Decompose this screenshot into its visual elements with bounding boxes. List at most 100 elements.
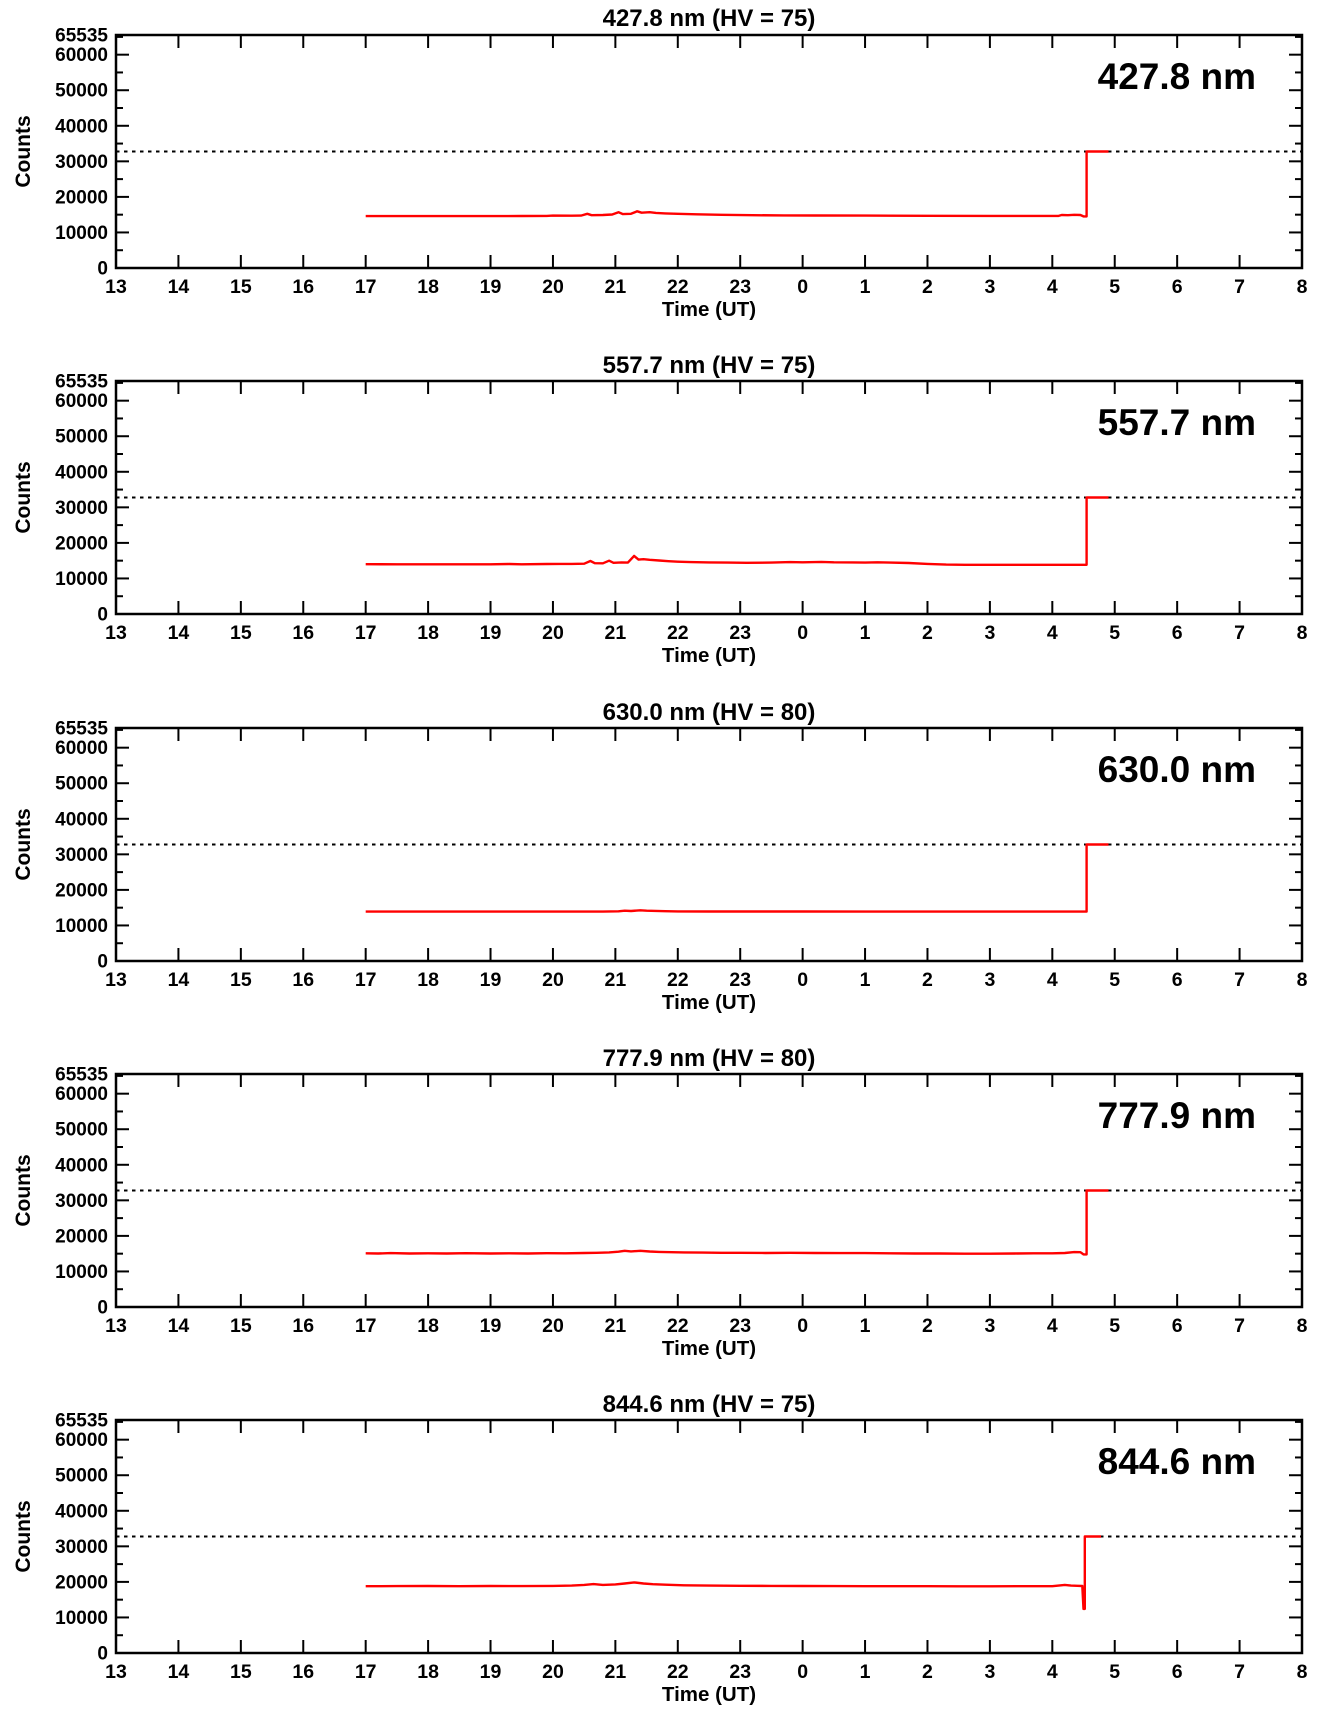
panel-plot: 13 14 15 16 17 18 19 20 21 22 23 0 1 2 3 4 5 6 7 8010000200… [12,1391,1308,1706]
wavelength-label: 427.8 nm [1098,56,1256,97]
x-tick-label: 15 [230,622,252,644]
x-tick-label: 20 [542,1661,564,1683]
x-tick-label: 23 [729,622,751,644]
x-tick-label: 6 [1172,969,1183,991]
x-tick-label: 23 [729,1315,751,1337]
x-tick-label: 21 [605,276,627,298]
x-tick-label: 18 [417,1315,439,1337]
y-tick-label: 20000 [55,1572,108,1593]
x-tick-label: 5 [1109,1315,1120,1337]
panel-title: 844.6 nm (HV = 75) [603,1391,816,1418]
x-tick-label: 1 [860,276,871,298]
y-tick-label: 0 [97,1644,108,1665]
y-axis-title: Counts [12,115,35,187]
x-tick-label: 23 [729,969,751,991]
y-tick-label: 20000 [55,1226,108,1247]
panel-plot: 13 14 15 16 17 18 19 20 21 22 23 0 1 2 3 4 5 6 7 8010000200… [12,1045,1308,1360]
x-tick-label: 3 [984,276,995,298]
x-axis-title: Time (UT) [662,298,756,321]
x-tick-label: 16 [292,622,314,644]
panel-title: 630.0 nm (HV = 80) [603,699,816,726]
x-tick-label: 13 [105,1661,127,1683]
x-tick-label: 3 [984,1315,995,1337]
x-tick-label: 8 [1297,276,1308,298]
x-tick-label: 14 [168,969,190,991]
axis-ticks [115,34,1303,269]
x-tick-label: 14 [168,276,190,298]
x-tick-label: 22 [667,1315,689,1337]
x-axis-title: Time (UT) [662,644,756,667]
x-tick-label: 0 [797,1661,808,1683]
y-tick-label: 50000 [55,1466,108,1487]
y-tick-label: 50000 [55,81,108,102]
x-tick-label: 22 [667,622,689,644]
x-tick-label: 1 [860,969,871,991]
x-tick-label: 15 [230,969,252,991]
panel-title: 557.7 nm (HV = 75) [603,352,816,379]
x-tick-label: 17 [355,1315,377,1337]
y-tick-label: 20000 [55,880,108,901]
wavelength-label: 630.0 nm [1098,749,1256,790]
counts-trace [365,1535,1101,1611]
x-tick-label: 20 [542,622,564,644]
y-axis-title: Counts [12,1154,35,1226]
x-tick-label: 5 [1109,276,1120,298]
x-tick-label: 0 [797,622,808,644]
counts-trace [365,1189,1109,1256]
x-tick-label: 17 [355,276,377,298]
x-tick-label: 6 [1172,1315,1183,1337]
x-tick-label: 6 [1172,1661,1183,1683]
x-tick-label: 18 [417,276,439,298]
y-tick-label: 0 [97,952,108,973]
x-tick-label: 20 [542,276,564,298]
x-tick-label: 6 [1172,276,1183,298]
x-tick-label: 4 [1047,276,1058,298]
panel-plot: 13 14 15 16 17 18 19 20 21 22 23 0 1 2 3 4 5 6 7 8010000200… [12,5,1308,321]
y-tick-label: 40000 [55,462,108,483]
x-tick-label: 8 [1297,1315,1308,1337]
wavelength-label: 777.9 nm [1098,1095,1256,1136]
x-tick-label: 19 [480,276,502,298]
y-tick-label: 40000 [55,1501,108,1522]
y-tick-label: 40000 [55,1155,108,1176]
x-tick-label: 13 [105,969,127,991]
x-tick-label: 4 [1047,1661,1058,1683]
x-tick-label: 4 [1047,969,1058,991]
y-tick-label: 30000 [55,152,108,173]
x-tick-label: 0 [797,1315,808,1337]
y-tick-label: 60000 [55,391,108,412]
panel-plot: 13 14 15 16 17 18 19 20 21 22 23 0 1 2 3 4 5 6 7 8010000200… [12,352,1308,667]
x-axis-title: Time (UT) [662,1683,756,1706]
y-tick-label: 60000 [55,738,108,759]
y-tick-label: 40000 [55,809,108,830]
y-tick-label: 10000 [55,916,108,937]
x-tick-label: 19 [480,969,502,991]
y-axis-title: Counts [12,461,35,533]
x-tick-label: 21 [605,969,627,991]
x-tick-label: 2 [922,622,933,644]
x-tick-label: 18 [417,622,439,644]
x-axis-title: Time (UT) [662,1337,756,1360]
x-tick-label: 15 [230,1315,252,1337]
x-tick-label: 7 [1234,969,1245,991]
y-tick-label: 0 [97,1298,108,1319]
y-tick-label: 65535 [55,1065,108,1086]
axis-ticks [115,380,1303,615]
panel-title: 427.8 nm (HV = 75) [603,5,816,32]
y-tick-label: 10000 [55,569,108,590]
axis-ticks [115,1073,1303,1308]
x-tick-label: 22 [667,1661,689,1683]
y-tick-label: 65535 [55,26,108,47]
x-tick-label: 22 [667,276,689,298]
counts-trace [365,843,1109,913]
x-tick-label: 14 [168,1661,190,1683]
x-tick-label: 17 [355,1661,377,1683]
x-tick-label: 21 [605,1661,627,1683]
counts-trace [365,496,1109,567]
y-tick-label: 10000 [55,1608,108,1629]
x-tick-label: 7 [1234,1315,1245,1337]
x-tick-label: 8 [1297,1661,1308,1683]
x-tick-label: 16 [292,969,314,991]
x-tick-label: 19 [480,622,502,644]
y-tick-label: 50000 [55,774,108,795]
